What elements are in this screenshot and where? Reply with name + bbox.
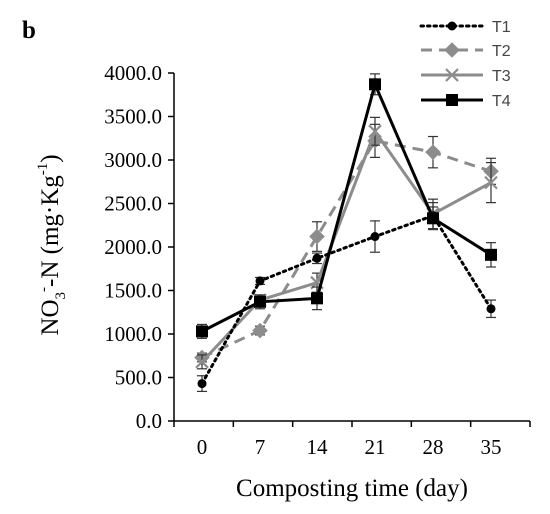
legend: T1 T2 T3 T4: [419, 19, 511, 110]
x-axis-title: Composting time (day): [236, 475, 468, 502]
x-axis-ticks: 0 7 14 21 28 35: [173, 421, 531, 459]
legend-label: T1: [492, 19, 511, 36]
legend-item-T4: T4: [421, 93, 511, 110]
data-point: [485, 248, 497, 261]
y-tick-label: 4000.0: [104, 61, 162, 85]
data-point: [255, 276, 265, 286]
data-point: [425, 144, 441, 160]
data-point: [195, 355, 209, 369]
data-point: [252, 322, 268, 339]
data-point: [484, 175, 498, 190]
y-tick-label: 500.0: [115, 366, 162, 390]
series-T3: [195, 116, 498, 370]
data-point: [197, 379, 207, 389]
y-tick-label: 1500.0: [104, 279, 162, 303]
y-tick-label: 3000.0: [104, 148, 162, 172]
data-point: [309, 228, 325, 245]
x-tick-label: 21: [365, 435, 386, 459]
data-point: [427, 212, 439, 225]
legend-marker: [447, 21, 457, 31]
data-point: [311, 292, 323, 305]
y-axis-title: NO3--N (mg·Kg-1): [35, 154, 69, 335]
series-line-T4: [201, 82, 492, 333]
legend-item-T1: T1: [419, 19, 511, 36]
data-point: [312, 253, 322, 263]
legend-label: T2: [492, 43, 511, 60]
series-line-T1: [200, 214, 493, 386]
legend-label: T3: [492, 68, 511, 85]
data-point: [254, 295, 266, 308]
legend-item-T3: T3: [421, 68, 511, 85]
y-axis-ticks: 0.0 500.0 1000.0 1500.0 2000.0 2500.0 3000.0 35…: [104, 61, 174, 433]
series-T1: [197, 202, 496, 393]
data-point: [368, 124, 382, 139]
legend-marker: [444, 42, 460, 58]
x-tick-label: 28: [423, 435, 444, 459]
legend-marker: [445, 68, 459, 82]
data-point: [486, 304, 496, 314]
y-tick-label: 2500.0: [104, 192, 162, 216]
x-tick-label: 14: [307, 435, 329, 459]
data-point: [369, 78, 381, 91]
panel-label: b: [22, 17, 36, 44]
y-tick-label: 2000.0: [104, 235, 162, 259]
series-line-T3: [200, 129, 492, 363]
series-line-T2: [201, 139, 492, 359]
x-tick-label: 7: [255, 435, 266, 459]
x-tick-label: 35: [481, 435, 502, 459]
y-tick-label: 3500.0: [104, 105, 162, 129]
y-tick-label: 1000.0: [104, 322, 162, 346]
legend-label: T4: [492, 93, 511, 110]
series-layer: [194, 73, 499, 393]
series-T2: [194, 123, 499, 366]
data-point: [370, 232, 380, 242]
series-T4: [196, 73, 497, 339]
data-point: [196, 325, 208, 338]
legend-item-T2: T2: [421, 42, 511, 60]
y-tick-label: 0.0: [136, 409, 162, 433]
x-tick-label: 0: [197, 435, 208, 459]
legend-marker: [446, 94, 458, 106]
